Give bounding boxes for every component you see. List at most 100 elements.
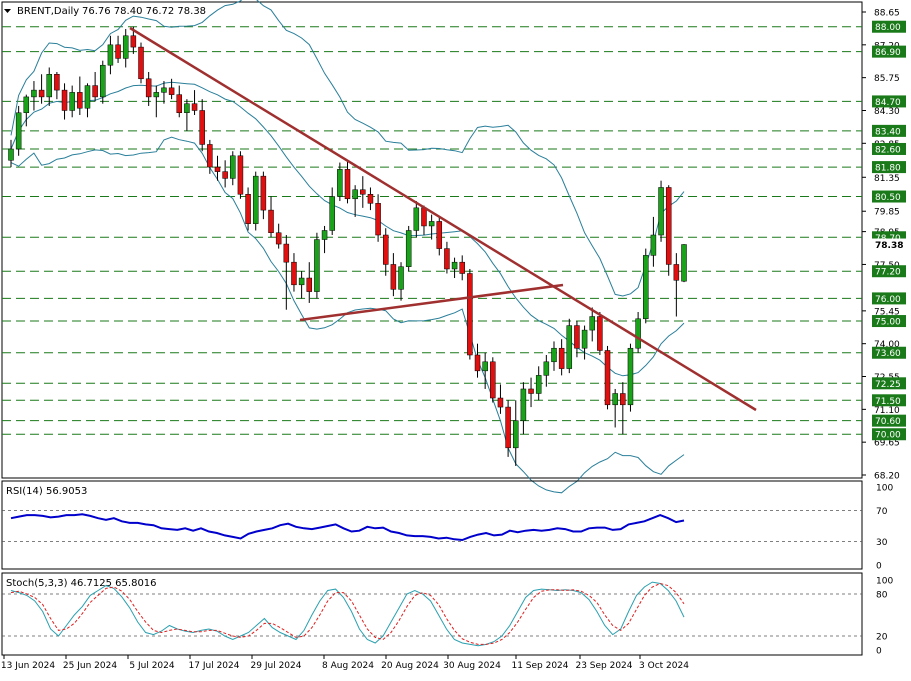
- rsi-tick-label: 30: [876, 538, 888, 548]
- price-level-box: [872, 142, 906, 155]
- candle-body: [207, 144, 213, 168]
- candle-body: [635, 318, 641, 349]
- candle-body: [398, 266, 404, 290]
- candle-body: [252, 175, 259, 224]
- price-level-box: [872, 346, 906, 359]
- rsi-label: RSI(14) 56.9053: [6, 486, 87, 497]
- candle-body: [176, 94, 182, 114]
- candle-body: [650, 234, 657, 256]
- candle-body: [54, 74, 60, 91]
- candle-body: [84, 85, 91, 109]
- price-level-box: [872, 265, 906, 278]
- price-level-box: [872, 190, 906, 203]
- descending-trendline[interactable]: [129, 26, 757, 412]
- candle-body: [589, 316, 595, 331]
- date-axis: 13 Jun 2024 25 Jun 2024 5 Jul 2024 17 Jul 2…: [1, 655, 689, 671]
- candle-body: [467, 273, 473, 356]
- candle-body: [268, 209, 274, 233]
- candle-body: [230, 155, 236, 179]
- support-trendline[interactable]: [299, 283, 564, 322]
- candle-body: [474, 354, 481, 372]
- candle-body: [444, 248, 450, 270]
- horizontal-levels: [2, 26, 862, 435]
- candle-body: [237, 155, 244, 195]
- price-level-label: 70.00: [875, 431, 901, 441]
- candle-body: [673, 264, 680, 281]
- price-level-label: 88.00: [875, 23, 901, 33]
- date-label: 25 Jun 2024: [63, 661, 117, 671]
- stoch-series: 0 20 80 100: [2, 577, 893, 657]
- candle-body: [658, 187, 664, 236]
- date-label: 29 Jul 2024: [251, 661, 302, 671]
- candle-body: [122, 35, 129, 59]
- candle-body: [497, 397, 504, 408]
- candle-body: [337, 169, 343, 197]
- candle-body: [574, 325, 580, 349]
- date-label: 5 Jul 2024: [129, 661, 174, 671]
- price-tick-label: 81.35: [874, 174, 900, 184]
- price-level-box: [872, 161, 906, 174]
- symbol-label: BRENT,Daily: [17, 6, 79, 17]
- candle-body: [505, 406, 511, 449]
- price-level-box: [872, 124, 906, 137]
- candle-body: [520, 388, 527, 421]
- current-price-box: [872, 238, 906, 251]
- candle-body: [145, 78, 152, 98]
- candle-body: [61, 89, 68, 111]
- candle-body: [214, 166, 221, 172]
- candle-body: [314, 239, 320, 292]
- date-label: 17 Jul 2024: [189, 661, 240, 671]
- candle-body: [46, 74, 52, 98]
- candle-body: [329, 196, 335, 231]
- price-level-label: 77.20: [875, 268, 901, 278]
- candle-body: [8, 148, 14, 161]
- candle-body: [535, 375, 542, 394]
- price-level-label: 86.90: [875, 48, 901, 58]
- price-tick-label: 74.00: [874, 340, 900, 350]
- candle-body: [161, 87, 167, 93]
- price-level-box: [872, 428, 906, 441]
- rsi-tick-label: 100: [876, 484, 893, 494]
- candle-body: [597, 316, 603, 351]
- rsi-tick-label: 70: [876, 507, 888, 517]
- candle-body: [15, 112, 22, 150]
- date-label: 13 Jun 2024: [1, 661, 55, 671]
- candle-body: [643, 255, 649, 320]
- date-label: 8 Aug 2024: [322, 661, 374, 671]
- price-level-box: [872, 315, 906, 328]
- price-tick-label: 79.85: [874, 208, 900, 218]
- candle-body: [260, 175, 267, 211]
- price-level-label: 73.60: [875, 349, 901, 359]
- stoch-tick-label: 0: [876, 647, 882, 657]
- stoch-tick-label: 20: [876, 633, 888, 643]
- dropdown-triangle-icon[interactable]: [4, 9, 11, 13]
- rsi-series: 0 30 70 100: [2, 484, 893, 572]
- candle-body: [543, 361, 550, 376]
- candle-body: [451, 261, 458, 270]
- candle-body: [528, 388, 534, 394]
- candle-body: [428, 221, 435, 227]
- candle-body: [612, 393, 618, 406]
- candle-body: [191, 103, 198, 111]
- candle-body: [665, 187, 672, 265]
- price-tick-label: 84.30: [874, 107, 900, 117]
- candle-body: [459, 261, 465, 274]
- price-tick-label: 68.20: [874, 472, 900, 482]
- candle-body: [421, 207, 427, 227]
- candle-body: [405, 230, 412, 267]
- price-tick-label: 88.65: [874, 9, 900, 19]
- price-level-box: [872, 292, 906, 305]
- price-tick-label: 75.45: [874, 307, 900, 317]
- candle-body: [92, 85, 98, 98]
- stoch-tick-label: 80: [876, 591, 888, 601]
- candle-body: [38, 89, 45, 98]
- candle-body: [107, 44, 114, 66]
- candle-body: [77, 92, 83, 109]
- candle-body: [283, 243, 290, 263]
- candles: [8, 26, 687, 466]
- date-label: 11 Sep 2024: [511, 661, 568, 671]
- price-level-label: 81.80: [875, 164, 901, 174]
- candle-body: [344, 169, 351, 200]
- candle-body: [222, 171, 228, 179]
- candle-body: [681, 244, 687, 282]
